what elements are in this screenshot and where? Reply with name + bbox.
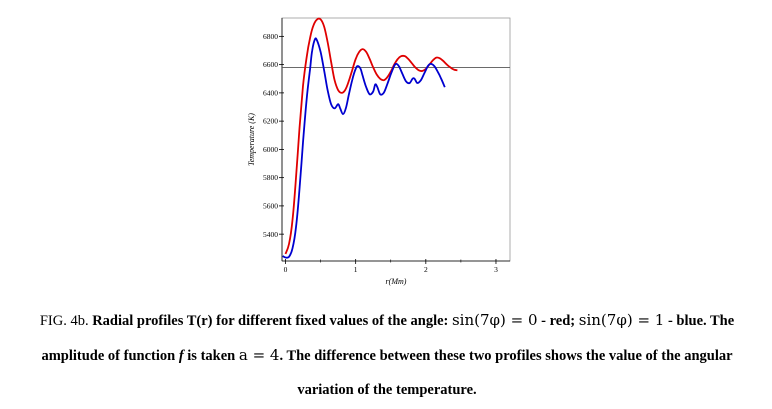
caption-math-red: sin(7φ) = 0: [451, 311, 538, 329]
caption-line-1: FIG. 4b. Radial profiles T(r) for differ…: [14, 303, 760, 338]
caption-red-word: - red;: [541, 313, 576, 329]
y-tick-label: 6800: [263, 32, 278, 41]
caption-text-2b: is taken: [187, 348, 236, 364]
x-tick-label: 0: [284, 265, 288, 274]
figure-caption: FIG. 4b. Radial profiles T(r) for differ…: [14, 303, 760, 407]
y-tick-label: 6200: [263, 117, 278, 126]
chart-figure: 5400 5600 5800 6000 6200 6400 6600 6800 0 1 2 3 r(Mm…: [247, 17, 511, 286]
temperature-chart: 5400 5600 5800 6000 6200 6400 6600 6800 0 1 2 3 r(Mm…: [247, 17, 511, 286]
x-axis-label: r(Mm): [386, 277, 407, 286]
x-tick-label: 3: [494, 265, 498, 274]
y-axis-label: Temperature (K): [247, 113, 256, 166]
y-tick-label: 5800: [263, 173, 278, 182]
caption-text-1: Radial profiles T(r) for different fixed…: [92, 313, 449, 329]
y-tick-label: 6600: [263, 60, 278, 69]
caption-math-a: a = 4: [238, 346, 280, 364]
plot-frame: [281, 17, 511, 262]
caption-f-symbol: f: [178, 348, 184, 364]
caption-figure-label: FIG. 4b.: [39, 313, 89, 329]
x-tick-label: 2: [424, 265, 428, 274]
caption-math-blue: sin(7φ) = 1: [578, 311, 665, 329]
caption-line-3: variation of the temperature.: [14, 373, 760, 407]
caption-text-2c: . The difference between these two profi…: [279, 348, 733, 364]
caption-text-3: variation of the temperature.: [297, 382, 477, 398]
caption-text-2a: amplitude of function: [41, 348, 176, 364]
y-tick-label: 5400: [263, 230, 278, 239]
caption-blue-word: - blue. The: [667, 313, 735, 329]
y-tick-label: 6400: [263, 88, 278, 97]
y-tick-label: 6000: [263, 145, 278, 154]
x-tick-label: 1: [354, 265, 358, 274]
series-line-blue: [282, 37, 446, 259]
y-tick-label: 5600: [263, 202, 278, 211]
caption-line-2: amplitude of function f is taken a = 4. …: [14, 338, 760, 373]
